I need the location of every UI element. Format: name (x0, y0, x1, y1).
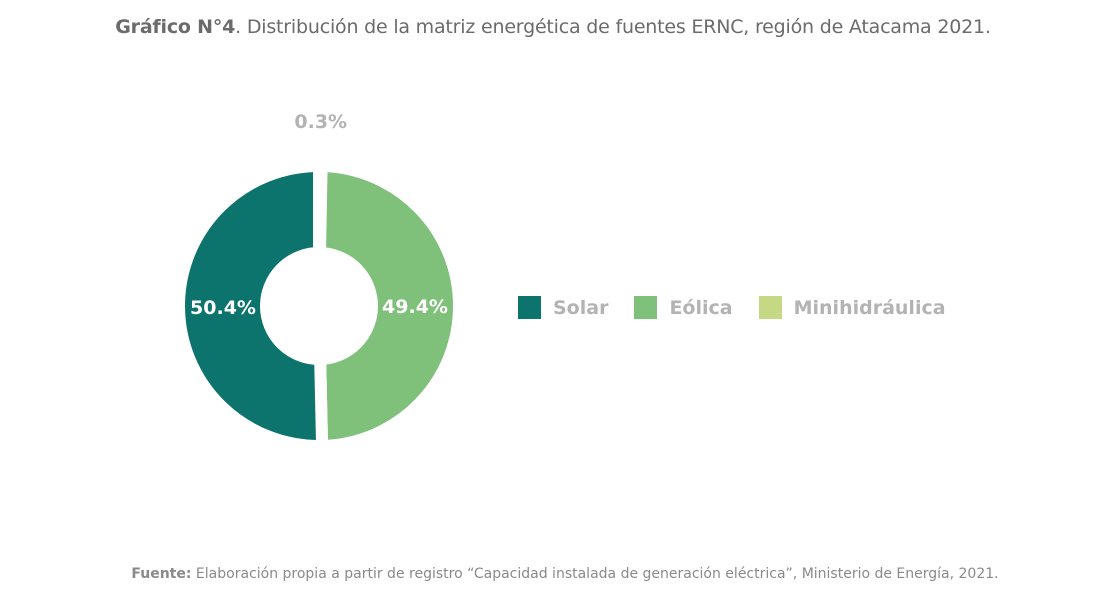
data-label-minihidraulica: 0.3% (294, 111, 347, 133)
source-label: Fuente: (131, 566, 192, 582)
chart-title-text: . Distribución de la matriz energética d… (235, 16, 991, 38)
legend-item-eolica: Eólica (634, 296, 733, 319)
legend-swatch-eolica (634, 296, 658, 319)
chart-title-bold: Gráfico N°4 (115, 16, 236, 38)
source-note: Fuente: Elaboración propia a partir de r… (0, 566, 1106, 582)
legend-item-solar: Solar (518, 296, 608, 319)
chart-title: Gráfico N°4. Distribución de la matriz e… (0, 16, 1106, 38)
legend-label-eolica: Eólica (669, 296, 733, 319)
legend-label-minihidraulica: Minihidráulica (793, 296, 946, 319)
legend-swatch-minihidraulica (758, 296, 782, 319)
legend: Solar Eólica Minihidráulica (518, 296, 972, 319)
slice-solar (173, 159, 329, 452)
slice-eolica (313, 159, 465, 453)
data-label-eolica: 49.4% (382, 296, 448, 318)
source-text: Elaboración propia a partir de registro … (191, 566, 999, 582)
data-label-solar: 50.4% (190, 297, 256, 319)
legend-item-minihidraulica: Minihidráulica (758, 296, 946, 319)
legend-swatch-solar (518, 296, 541, 319)
legend-label-solar: Solar (553, 296, 609, 319)
